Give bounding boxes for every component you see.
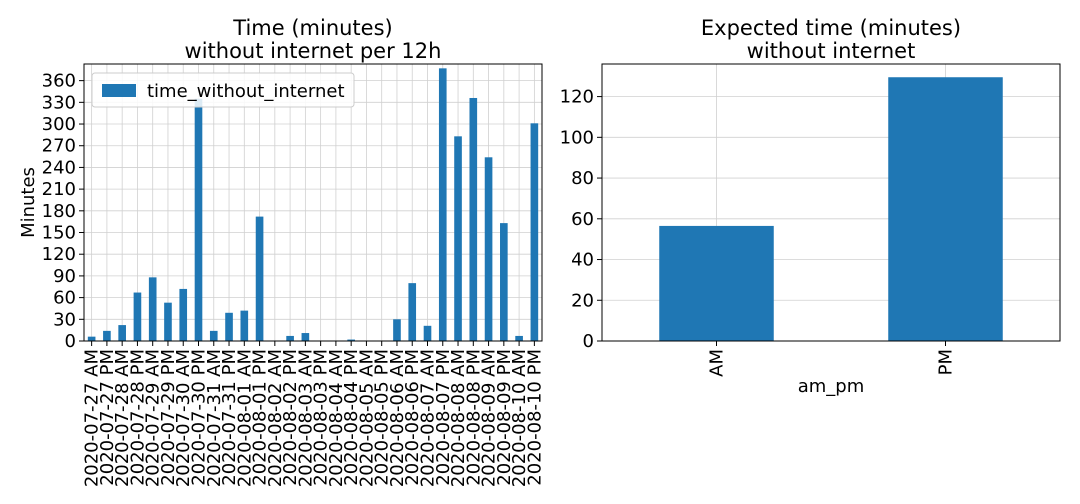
bar-2020-07-31-pm: [225, 312, 233, 341]
y-tick-label: 0: [65, 331, 76, 352]
x-tick-label: 2020-07-30 AM: [173, 349, 194, 487]
x-tick-label: 2020-07-31 AM: [204, 349, 225, 487]
x-tick-label: 2020-07-27 AM: [82, 349, 103, 487]
x-tick-label: 2020-07-27 PM: [97, 349, 118, 486]
x-tick-label: 2020-08-07 PM: [433, 349, 454, 486]
bar-2020-08-07-am: [423, 325, 432, 341]
plot-frame: [83, 63, 543, 342]
x-tick-label: 2020-08-10 AM: [509, 349, 530, 487]
bar-2020-08-10-am: [515, 335, 523, 341]
x-tick-label: 2020-08-04 AM: [326, 349, 347, 487]
x-tick-label: 2020-08-07 AM: [418, 349, 439, 487]
bar-2020-07-28-am: [118, 325, 126, 341]
x-tick-label: 2020-08-06 AM: [387, 349, 408, 487]
bar-pm: [888, 77, 1003, 342]
x-tick-label: 2020-08-05 AM: [356, 349, 377, 487]
y-tick-label: 120: [42, 244, 76, 265]
bar-2020-08-08-am: [454, 136, 462, 341]
y-tick-label: 90: [53, 266, 76, 287]
bar-2020-07-30-am: [179, 288, 188, 341]
x-tick-label: 2020-08-01 PM: [250, 349, 271, 486]
bar-2020-07-27-am: [87, 336, 96, 341]
bar-2020-08-06-am: [393, 319, 401, 341]
x-tick-label: 2020-07-31 PM: [219, 349, 240, 486]
bar-am: [659, 225, 774, 341]
legend-swatch: [102, 84, 136, 97]
y-tick-label: 300: [42, 114, 76, 135]
bar-2020-07-29-pm: [164, 302, 172, 341]
y-tick-label: 20: [571, 290, 594, 311]
bar-2020-08-04-pm: [347, 339, 355, 341]
x-tick-label: 2020-08-09 PM: [494, 349, 515, 486]
y-tick-label: 30: [53, 309, 76, 330]
y-tick-label: 150: [42, 223, 76, 244]
x-tick-label: 2020-07-29 AM: [143, 349, 164, 487]
y-tick-label: 60: [571, 209, 594, 230]
bar-2020-08-01-pm: [255, 216, 264, 341]
legend-label: time_without_internet: [147, 81, 345, 102]
y-tick-label: 270: [42, 136, 76, 157]
bar-2020-08-03-am: [301, 333, 310, 341]
x-axis-label: am_pm: [798, 376, 865, 397]
x-tick-label: 2020-07-28 PM: [127, 349, 148, 486]
x-tick-label: 2020-08-02 PM: [280, 349, 301, 486]
x-tick-label: 2020-08-02 AM: [265, 349, 286, 487]
x-tick-label: 2020-08-06 PM: [402, 349, 423, 486]
bar-2020-08-06-pm: [408, 283, 417, 341]
x-tick-label: 2020-08-05 PM: [372, 349, 393, 486]
x-tick-label: 2020-08-10 PM: [524, 349, 545, 486]
bar-2020-08-10-pm: [530, 123, 539, 341]
y-tick-label: 210: [42, 179, 76, 200]
y-tick-label: 240: [42, 157, 76, 178]
y-tick-label: 80: [571, 168, 594, 189]
x-tick-label: 2020-08-01 AM: [234, 349, 255, 487]
y-axis-label: Minutes: [18, 167, 39, 238]
bar-2020-07-30-pm: [194, 98, 203, 341]
chart-title-line: without internet per 12h: [185, 39, 442, 63]
y-tick-label: 120: [560, 87, 594, 108]
bar-2020-07-29-am: [148, 277, 157, 341]
y-tick-label: 360: [42, 71, 76, 92]
y-tick-label: 40: [571, 250, 594, 271]
y-tick-label: 100: [560, 127, 594, 148]
chart-title-line: Expected time (minutes): [701, 16, 961, 40]
chart-title-line: without internet: [747, 39, 916, 63]
x-tick-label: 2020-08-08 AM: [448, 349, 469, 487]
bar-2020-08-08-pm: [469, 97, 478, 342]
x-tick-label: 2020-08-08 PM: [463, 349, 484, 486]
bar-2020-08-01-am: [240, 310, 249, 341]
y-tick-label: 0: [583, 331, 594, 352]
plot-frame: [601, 63, 1061, 342]
y-tick-label: 330: [42, 92, 76, 113]
bar-2020-08-09-am: [484, 157, 493, 341]
x-tick-label: 2020-08-09 AM: [479, 349, 500, 487]
chart-expected-time-without-internet: 0 20 40 60 80 100 120 AM PM Expected time (minute…: [560, 16, 1061, 397]
y-tick-label: 180: [42, 201, 76, 222]
legend-box: [91, 72, 355, 108]
x-tick-label: AM: [707, 349, 728, 377]
x-tick-label: 2020-08-03 PM: [311, 349, 332, 486]
bar-2020-08-02-pm: [286, 335, 294, 341]
bar-2020-08-09-pm: [500, 223, 508, 341]
x-tick-label: PM: [936, 349, 957, 375]
x-tick-label: 2020-07-30 PM: [189, 349, 210, 486]
bar-2020-08-07-pm: [438, 68, 447, 342]
bar-2020-07-28-pm: [133, 292, 142, 341]
y-tick-label: 60: [53, 288, 76, 309]
x-tick-label: 2020-08-03 AM: [295, 349, 316, 487]
x-tick-label: 2020-08-04 PM: [341, 349, 362, 486]
chart-title-line: Time (minutes): [232, 16, 392, 40]
bar-2020-07-31-am: [209, 330, 218, 341]
bar-2020-07-27-pm: [103, 330, 111, 341]
x-tick-label: 2020-07-28 AM: [112, 349, 133, 487]
x-tick-label: 2020-07-29 PM: [158, 349, 179, 486]
